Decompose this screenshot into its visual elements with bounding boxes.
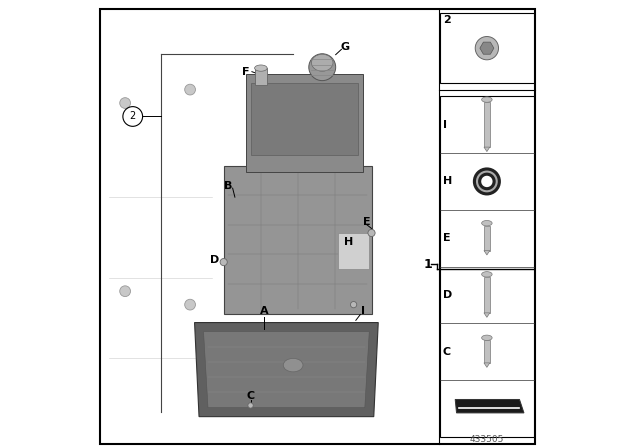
Circle shape: [120, 286, 131, 297]
Polygon shape: [484, 250, 490, 255]
Text: I: I: [443, 120, 447, 129]
Ellipse shape: [220, 258, 227, 266]
Bar: [105, 67, 204, 390]
Polygon shape: [195, 323, 378, 417]
Bar: [246, 74, 362, 172]
Polygon shape: [484, 363, 490, 367]
Ellipse shape: [255, 65, 267, 71]
Text: A: A: [260, 306, 268, 316]
Text: 433505: 433505: [470, 435, 504, 444]
Polygon shape: [484, 147, 490, 151]
Bar: [484, 226, 490, 250]
Text: 1: 1: [423, 258, 432, 271]
Ellipse shape: [351, 302, 356, 308]
Ellipse shape: [312, 54, 333, 71]
Polygon shape: [455, 400, 524, 413]
Text: 2: 2: [130, 112, 136, 121]
Ellipse shape: [248, 403, 253, 408]
Bar: [338, 233, 369, 269]
Text: E: E: [443, 233, 451, 243]
Ellipse shape: [368, 229, 375, 237]
Text: F: F: [243, 67, 250, 77]
Text: E: E: [364, 217, 371, 227]
Circle shape: [120, 98, 131, 108]
Ellipse shape: [482, 271, 492, 277]
Circle shape: [185, 299, 195, 310]
Bar: [440, 13, 534, 83]
Polygon shape: [204, 332, 369, 408]
Ellipse shape: [482, 97, 492, 102]
Text: H: H: [443, 177, 452, 186]
Bar: [484, 277, 490, 313]
Text: B: B: [224, 181, 232, 191]
Text: D: D: [443, 290, 452, 300]
Circle shape: [476, 37, 499, 60]
Text: 2: 2: [443, 15, 451, 25]
Text: I: I: [360, 306, 365, 316]
Ellipse shape: [482, 220, 492, 226]
Text: G: G: [340, 42, 349, 52]
Bar: [251, 83, 358, 155]
Text: C: C: [443, 347, 451, 357]
Ellipse shape: [309, 54, 336, 81]
Text: D: D: [210, 255, 220, 265]
Bar: [255, 68, 267, 85]
Bar: [484, 102, 490, 147]
Ellipse shape: [132, 43, 186, 356]
Circle shape: [123, 107, 143, 126]
Text: C: C: [246, 392, 255, 401]
Ellipse shape: [284, 358, 303, 372]
Bar: [484, 340, 490, 363]
Bar: [440, 96, 534, 437]
Ellipse shape: [102, 38, 228, 361]
Polygon shape: [484, 313, 490, 317]
Text: H: H: [344, 237, 354, 247]
Polygon shape: [480, 42, 494, 54]
Bar: [224, 166, 371, 314]
Circle shape: [185, 84, 195, 95]
Ellipse shape: [482, 335, 492, 340]
